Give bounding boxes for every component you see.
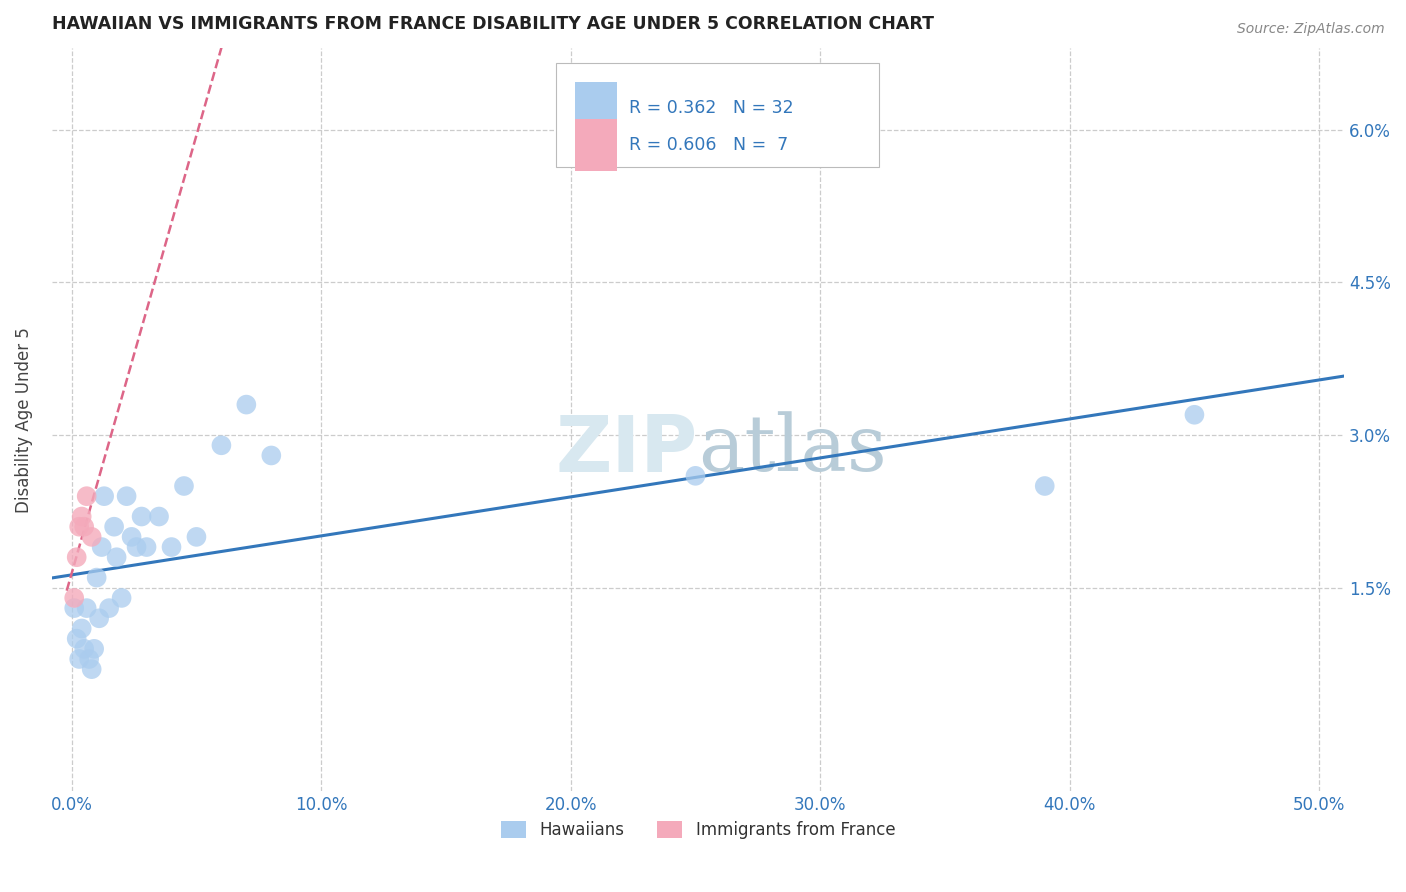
Point bbox=[80, 662, 103, 676]
Point bbox=[186, 530, 208, 544]
Point bbox=[76, 601, 98, 615]
Text: HAWAIIAN VS IMMIGRANTS FROM FRANCE DISABILITY AGE UNDER 5 CORRELATION CHART: HAWAIIAN VS IMMIGRANTS FROM FRANCE DISAB… bbox=[52, 15, 934, 33]
Point bbox=[70, 622, 93, 636]
Point bbox=[98, 601, 121, 615]
Point bbox=[148, 509, 170, 524]
Point bbox=[125, 540, 148, 554]
Point bbox=[86, 571, 108, 585]
Text: R = 0.606   N =  7: R = 0.606 N = 7 bbox=[630, 136, 789, 154]
Point bbox=[115, 489, 138, 503]
Point bbox=[131, 509, 153, 524]
Point bbox=[63, 591, 86, 605]
Point bbox=[260, 449, 283, 463]
Point bbox=[80, 530, 103, 544]
Point bbox=[90, 540, 112, 554]
Point bbox=[77, 652, 100, 666]
Point bbox=[73, 641, 96, 656]
Point bbox=[1033, 479, 1056, 493]
Point bbox=[76, 489, 98, 503]
Point bbox=[89, 611, 111, 625]
Point bbox=[83, 641, 105, 656]
Text: R = 0.362   N = 32: R = 0.362 N = 32 bbox=[630, 99, 794, 117]
Point bbox=[70, 509, 93, 524]
Point bbox=[73, 519, 96, 533]
Point bbox=[67, 652, 90, 666]
Point bbox=[66, 632, 89, 646]
Point bbox=[1184, 408, 1206, 422]
Point bbox=[67, 519, 90, 533]
Text: atlas: atlas bbox=[697, 412, 887, 487]
Point bbox=[235, 398, 257, 412]
Point bbox=[209, 438, 232, 452]
Point bbox=[105, 550, 128, 565]
FancyBboxPatch shape bbox=[575, 82, 616, 134]
Text: ZIP: ZIP bbox=[555, 411, 697, 488]
Text: Source: ZipAtlas.com: Source: ZipAtlas.com bbox=[1237, 22, 1385, 37]
FancyBboxPatch shape bbox=[575, 120, 616, 170]
Legend: Hawaiians, Immigrants from France: Hawaiians, Immigrants from France bbox=[494, 814, 901, 847]
Point bbox=[66, 550, 89, 565]
Point bbox=[685, 468, 707, 483]
Y-axis label: Disability Age Under 5: Disability Age Under 5 bbox=[15, 327, 32, 513]
Point bbox=[103, 519, 125, 533]
FancyBboxPatch shape bbox=[555, 63, 879, 168]
Point bbox=[173, 479, 195, 493]
Point bbox=[121, 530, 143, 544]
Point bbox=[93, 489, 115, 503]
Point bbox=[110, 591, 132, 605]
Point bbox=[63, 601, 86, 615]
Point bbox=[135, 540, 157, 554]
Point bbox=[160, 540, 183, 554]
